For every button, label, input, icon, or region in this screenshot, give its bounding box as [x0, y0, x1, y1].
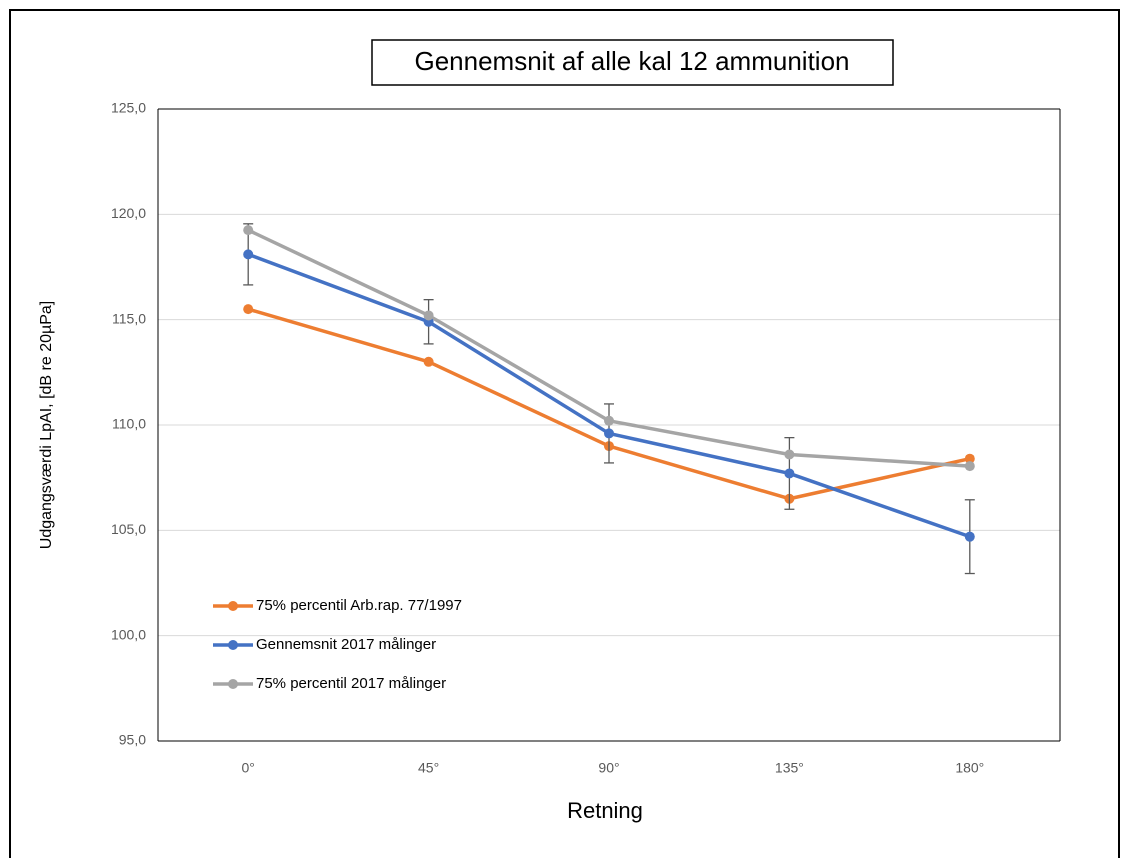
y-tick-label: 95,0	[119, 732, 146, 748]
legend-swatch-marker	[228, 679, 238, 689]
y-tick-label: 105,0	[111, 521, 146, 537]
y-tick-label: 100,0	[111, 626, 146, 642]
legend-swatch-marker	[228, 601, 238, 611]
data-point	[964, 453, 975, 464]
chart-frame	[9, 9, 1120, 858]
chart-title: Gennemsnit af alle kal 12 ammunition	[414, 46, 849, 76]
data-point	[964, 461, 975, 472]
data-point	[243, 225, 254, 236]
y-axis-label: Udgangsværdi LpAI, [dB re 20µPa]	[38, 301, 55, 549]
legend-label: 75% percentil Arb.rap. 77/1997	[256, 597, 462, 614]
data-point	[604, 415, 614, 426]
x-tick-label: 135°	[775, 760, 804, 776]
data-point	[604, 428, 614, 439]
x-tick-label: 180°	[955, 760, 984, 776]
legend-label: 75% percentil 2017 målinger	[256, 675, 446, 692]
y-tick-label: 125,0	[111, 100, 146, 116]
x-tick-label: 45°	[418, 760, 439, 776]
data-point	[784, 468, 795, 479]
y-tick-label: 115,0	[112, 310, 146, 326]
y-tick-label: 120,0	[111, 205, 146, 221]
title-box	[371, 39, 894, 86]
legend-swatch-marker	[228, 640, 238, 650]
x-tick-label: 90°	[598, 760, 619, 776]
data-point	[964, 531, 975, 542]
x-tick-label: 0°	[242, 760, 255, 776]
data-point	[243, 249, 254, 260]
legend-label: Gennemsnit 2017 målinger	[256, 636, 436, 653]
y-tick-label: 110,0	[112, 416, 146, 432]
data-point	[423, 310, 434, 321]
x-axis-label: Retning	[567, 798, 643, 823]
data-point	[243, 304, 254, 315]
data-point	[784, 449, 795, 460]
data-point	[423, 356, 434, 367]
